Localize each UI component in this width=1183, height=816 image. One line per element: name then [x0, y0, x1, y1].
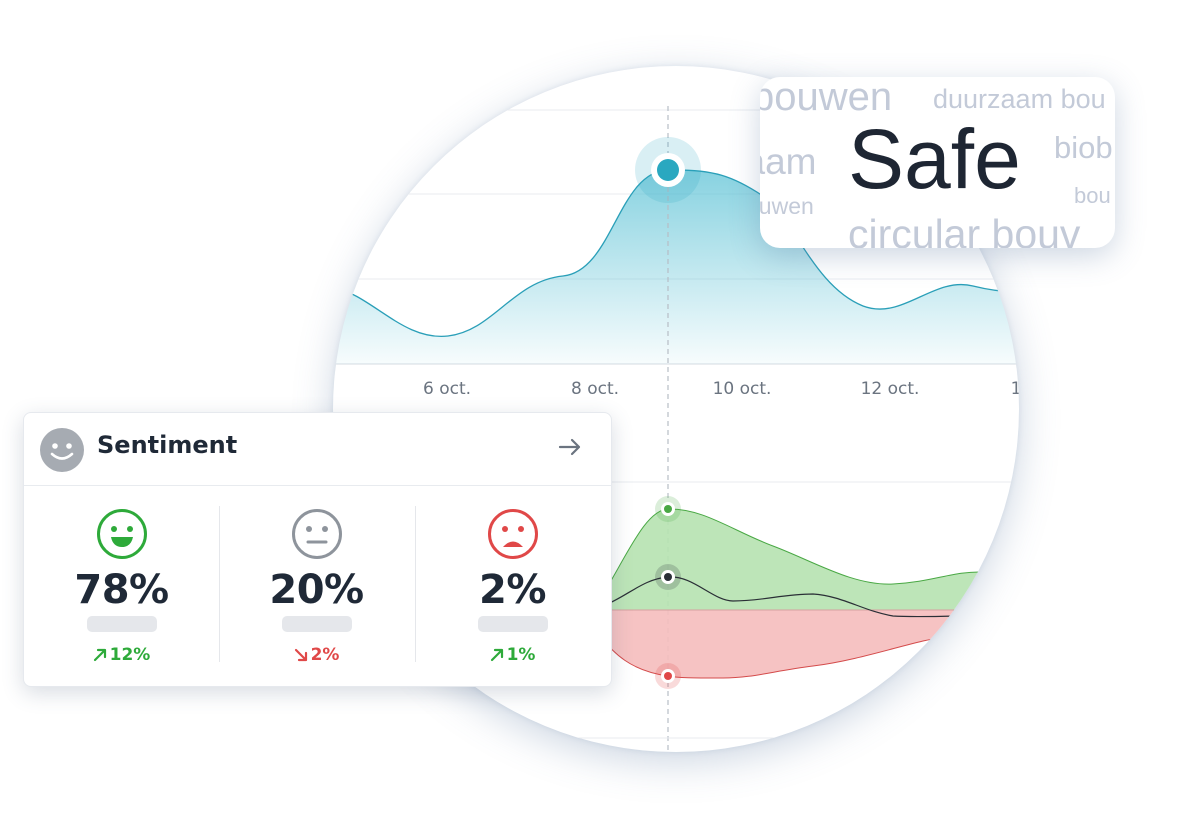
negative-bar-placeholder	[478, 616, 548, 632]
cloud-word: bouwen	[760, 77, 893, 119]
cloud-word: biob	[1054, 130, 1113, 165]
cloud-word: bou	[1074, 183, 1111, 208]
date-label: 6 oct.	[422, 379, 472, 399]
trend-down-icon	[294, 648, 307, 662]
sentiment-positive[interactable]: 78% 12%	[24, 485, 219, 685]
date-label: 10 oct.	[712, 379, 772, 399]
peak-marker-dot	[657, 159, 679, 181]
positive-percent: 78%	[74, 567, 169, 613]
column-divider	[219, 506, 220, 662]
positive-area	[592, 508, 1019, 611]
positive-change-value: 12%	[109, 645, 151, 665]
negative-change: 1%	[415, 645, 610, 665]
mentions-area	[333, 169, 1019, 364]
positive-change: 12%	[24, 645, 219, 665]
smiley-icon	[40, 428, 84, 472]
neutral-face-icon	[292, 509, 342, 559]
cloud-word: ouwen	[760, 193, 814, 219]
sentiment-negative[interactable]: 2% 1%	[415, 485, 610, 685]
date-label: 8 oct.	[570, 379, 620, 399]
negative-area	[592, 609, 1019, 679]
timeline-chart	[333, 106, 1019, 752]
sad-face-icon	[488, 509, 538, 559]
sentiment-neutral[interactable]: 20% 2%	[219, 485, 414, 685]
neutral-bar-placeholder	[282, 616, 352, 632]
mentions-line	[333, 169, 1019, 337]
neutral-percent: 20%	[269, 567, 364, 613]
negative-change-value: 1%	[506, 645, 536, 665]
negative-marker-dot	[664, 672, 672, 680]
arrow-right-icon	[558, 438, 581, 456]
date-label: 12 oct.	[860, 379, 920, 399]
cloud-word: circular bouv	[848, 211, 1081, 249]
sentiment-card: Sentiment 78% 12% 20% 2	[23, 412, 612, 687]
date-label: 1	[1010, 379, 1019, 399]
net-marker-dot	[664, 573, 672, 581]
cloud-main-word[interactable]: Safe	[848, 112, 1021, 206]
cloud-word: duurzaam bou	[933, 84, 1106, 114]
positive-bar-placeholder	[87, 616, 157, 632]
neutral-change-value: 2%	[310, 645, 340, 665]
positive-marker-dot	[664, 505, 672, 513]
neutral-change: 2%	[219, 645, 414, 665]
open-sentiment-button[interactable]	[554, 431, 586, 463]
sentiment-card-header: Sentiment	[24, 413, 611, 486]
trend-up-icon	[490, 648, 503, 662]
cloud-word: zaam	[760, 141, 817, 182]
trend-up-icon	[93, 648, 106, 662]
column-divider	[415, 506, 416, 662]
sentiment-title: Sentiment	[97, 431, 238, 459]
negative-percent: 2%	[479, 567, 546, 613]
word-cloud-card: bouwen duurzaam bou zaam biob ouwen bou …	[760, 77, 1115, 248]
happy-face-icon	[97, 509, 147, 559]
